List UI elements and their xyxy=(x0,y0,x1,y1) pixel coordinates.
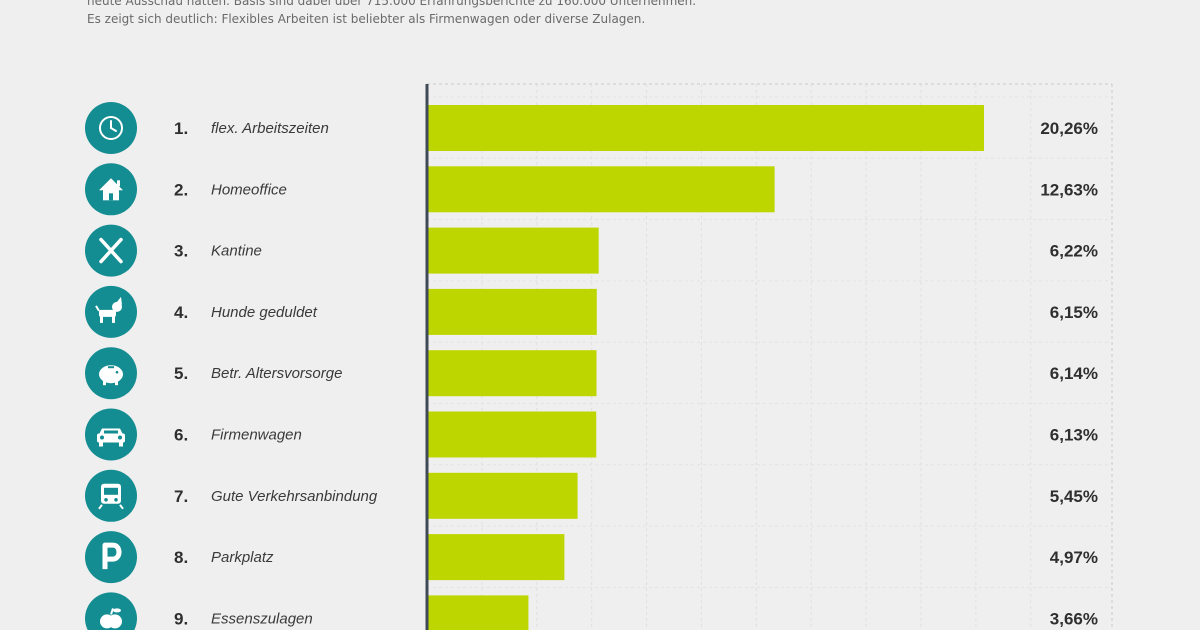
bar xyxy=(428,227,599,274)
rank-label: 1. xyxy=(174,119,188,138)
rank-label: 8. xyxy=(174,548,188,567)
chart-row: 5. Betr. Altersvorsorge 6,14% xyxy=(85,347,1098,400)
bar xyxy=(428,166,775,213)
train-window xyxy=(104,487,118,495)
dog-ear xyxy=(117,296,122,305)
category-label: Homeoffice xyxy=(211,181,287,198)
rank-label: 9. xyxy=(174,609,188,628)
category-label: Gute Verkehrsanbindung xyxy=(211,488,378,505)
category-label: Essenszulagen xyxy=(211,610,313,627)
category-label: Firmenwagen xyxy=(211,427,302,444)
piggy-bank-icon xyxy=(85,347,137,400)
pig-body xyxy=(99,365,123,384)
value-label: 4,97% xyxy=(1050,548,1098,567)
category-label: Kantine xyxy=(211,243,262,260)
clock-hand xyxy=(110,127,117,132)
rank-label: 2. xyxy=(174,180,188,199)
chart-row: 7. Gute Verkehrsanbindung 5,45% xyxy=(85,469,1098,522)
bar xyxy=(428,411,597,458)
train-icon xyxy=(85,469,137,522)
bar xyxy=(428,105,984,151)
rank-label: 6. xyxy=(174,426,188,445)
car-body xyxy=(97,433,125,443)
car-wheel xyxy=(119,442,123,447)
chart-row: 9. Essenszulagen 3,66% xyxy=(85,592,1098,630)
dog-leg xyxy=(112,315,115,323)
car-light xyxy=(100,435,104,440)
bar xyxy=(428,350,597,397)
car-wheel xyxy=(99,442,103,447)
chart-row: 2. Homeoffice 12,63% xyxy=(85,163,1098,216)
parking-letter xyxy=(102,542,122,570)
rank-label: 5. xyxy=(174,364,188,383)
train-light xyxy=(114,498,118,502)
icon-circle xyxy=(85,592,137,630)
category-label: Betr. Altersvorsorge xyxy=(211,365,342,382)
bar xyxy=(428,288,597,335)
train-light xyxy=(104,498,108,502)
intro-line-2: Es zeigt sich deutlich: Flexibles Arbeit… xyxy=(87,12,646,26)
house-chimney xyxy=(117,180,120,187)
train-rail xyxy=(119,504,124,510)
chart-row: 1. flex. Arbeitszeiten 20,26% xyxy=(85,102,1098,154)
car-window xyxy=(104,430,118,434)
dog-head xyxy=(112,301,122,312)
dog-tail xyxy=(95,305,100,312)
apple-icon xyxy=(85,592,137,630)
value-label: 20,26% xyxy=(1040,119,1098,138)
value-label: 6,22% xyxy=(1050,242,1098,261)
pig-slot xyxy=(108,366,114,369)
train-rail xyxy=(98,504,103,510)
chart-row: 4. Hunde geduldet 6,15% xyxy=(85,285,1098,338)
house-door xyxy=(109,193,113,201)
house-icon xyxy=(85,163,137,216)
category-label: Parkplatz xyxy=(211,549,274,566)
value-label: 6,14% xyxy=(1050,364,1098,383)
dog-leg xyxy=(100,315,103,323)
dog-body xyxy=(99,309,116,317)
bar xyxy=(428,595,529,630)
fork-knife-icon xyxy=(85,224,137,277)
apple-right xyxy=(108,614,122,629)
rank-label: 3. xyxy=(174,242,188,261)
value-label: 3,66% xyxy=(1050,609,1098,628)
rank-label: 7. xyxy=(174,487,188,506)
fork-shape xyxy=(99,237,123,264)
value-label: 12,63% xyxy=(1040,180,1098,199)
parking-icon xyxy=(85,531,137,584)
pig-eye xyxy=(115,370,119,374)
car-icon xyxy=(85,408,137,461)
clock-face xyxy=(99,116,123,140)
clock-icon xyxy=(85,102,137,154)
car-light xyxy=(118,435,122,440)
chart-row: 3. Kantine 6,22% xyxy=(85,224,1098,277)
house-roof xyxy=(99,178,123,191)
chart-row: 8. Parkplatz 4,97% xyxy=(85,531,1098,584)
category-label: Hunde geduldet xyxy=(211,304,318,321)
bar xyxy=(428,472,578,519)
apple-stem xyxy=(110,608,114,615)
intro-line-1: heute Ausschau hatten. Basis sind dabei … xyxy=(87,0,697,8)
value-label: 5,45% xyxy=(1050,487,1098,506)
apple-leaf xyxy=(113,608,121,613)
rank-label: 4. xyxy=(174,303,188,322)
value-label: 6,13% xyxy=(1050,426,1098,445)
dog-icon xyxy=(85,285,137,338)
chart-row: 6. Firmenwagen 6,13% xyxy=(85,408,1098,461)
pig-leg xyxy=(103,381,106,386)
pig-leg xyxy=(115,381,118,386)
value-label: 6,15% xyxy=(1050,303,1098,322)
bar xyxy=(428,534,565,581)
intro-text: heute Ausschau hatten. Basis sind dabei … xyxy=(87,0,787,28)
category-label: flex. Arbeitszeiten xyxy=(211,120,329,137)
